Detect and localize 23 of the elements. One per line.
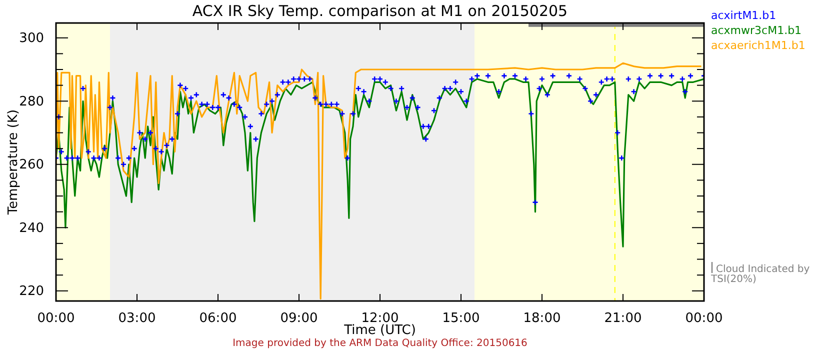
x-tick-label: 03:00 [118, 311, 156, 326]
y-tick-label: 260 [19, 158, 44, 173]
x-tick-label: 00:00 [685, 311, 723, 326]
x-tick-label: 18:00 [523, 311, 561, 326]
text: Image provided by the ARM Data Quality Office: 20150616 [232, 338, 528, 349]
line-series [56, 62, 702, 300]
x-tick-label: 00:00 [37, 311, 75, 326]
y-tick-label: 220 [19, 284, 44, 300]
x-tick-label: 06:00 [199, 311, 237, 326]
y-tick-label: 240 [19, 220, 44, 236]
y-axis-title: Temperature (K) [6, 109, 21, 216]
chart-title: ACX IR Sky Temp. comparison at M1 on 20150205 [192, 2, 568, 20]
line-series [56, 78, 704, 248]
x-axis-title: Time (UTC) [343, 323, 416, 338]
x-tick-label: 09:00 [280, 311, 318, 326]
x-tick-label: 15:00 [442, 311, 480, 326]
x-tick-label: 21:00 [604, 311, 642, 326]
series-label: acxaerich1M1.b1 [711, 39, 806, 52]
text: acxmwr3cM1.b1 [711, 24, 802, 37]
text: acxirtM1.b1 [711, 9, 776, 22]
y-tick-label: 280 [19, 94, 44, 110]
y-tick-label: 300 [19, 31, 44, 46]
legend-label: Cloud Indicated by TSI(20%) [710, 264, 810, 285]
